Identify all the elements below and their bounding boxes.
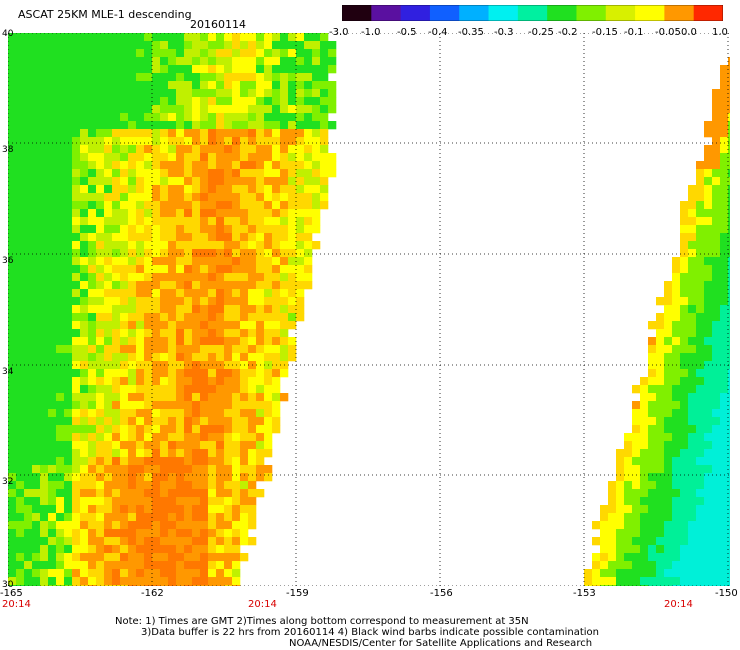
colorbar-label: -0.1	[624, 27, 644, 38]
colorbar-label: -1.0	[361, 27, 381, 38]
colorbar-label: 1.0	[712, 27, 728, 38]
latitude-label: 34	[2, 367, 14, 377]
wind-map	[8, 33, 730, 586]
colorbar-swatch	[400, 5, 431, 21]
longitude-label: -159	[286, 588, 309, 599]
colorbar-label: -0.3	[494, 27, 514, 38]
colorbar-swatch	[664, 5, 695, 21]
latitude-label: 32	[2, 477, 14, 487]
longitude-label: -153	[573, 588, 596, 599]
colorbar-label: 0.0	[681, 27, 697, 38]
time-label: 20:14	[664, 599, 693, 610]
footer-note-3: NOAA/NESDIS/Center for Satellite Applica…	[289, 638, 593, 649]
longitude-label: -165	[0, 588, 23, 599]
colorbar-label: -0.4	[428, 27, 448, 38]
colorbar-swatch	[547, 5, 577, 21]
chart-title: ASCAT 25KM MLE-1 descending	[18, 8, 192, 21]
colorbar-label: -0.35	[458, 27, 484, 38]
colorbar-label: -0.5	[397, 27, 417, 38]
latitude-label: 38	[2, 145, 14, 155]
longitude-label: -150	[715, 588, 738, 599]
longitude-label: -162	[141, 588, 164, 599]
footer-note-1: Note: 1) Times are GMT 2)Times along bot…	[115, 616, 529, 627]
colorbar-swatch	[576, 5, 607, 21]
colorbar-swatch	[635, 5, 665, 21]
time-label: 20:14	[248, 599, 277, 610]
colorbar-swatch	[429, 5, 460, 21]
colorbar-swatch	[488, 5, 519, 21]
colorbar	[342, 5, 723, 21]
colorbar-swatch	[371, 5, 402, 21]
colorbar-label: -0.25	[528, 27, 554, 38]
colorbar-swatch	[517, 5, 548, 21]
colorbar-label: -3.0	[329, 27, 349, 38]
latitude-label: 40	[2, 29, 14, 39]
latitude-label: 36	[2, 256, 14, 266]
colorbar-swatch	[693, 5, 723, 21]
colorbar-swatch	[342, 5, 372, 21]
longitude-label: -156	[430, 588, 453, 599]
colorbar-label: -0.15	[592, 27, 618, 38]
colorbar-swatch	[605, 5, 636, 21]
colorbar-label: -0.2	[558, 27, 578, 38]
latitude-label: 30	[2, 580, 14, 590]
time-label: 20:14	[2, 599, 31, 610]
footer-note-2: 3)Data buffer is 22 hrs from 20160114 4)…	[141, 627, 599, 638]
chart-date: 20160114	[190, 18, 246, 31]
colorbar-swatch	[459, 5, 490, 21]
colorbar-label: -0.05	[655, 27, 681, 38]
